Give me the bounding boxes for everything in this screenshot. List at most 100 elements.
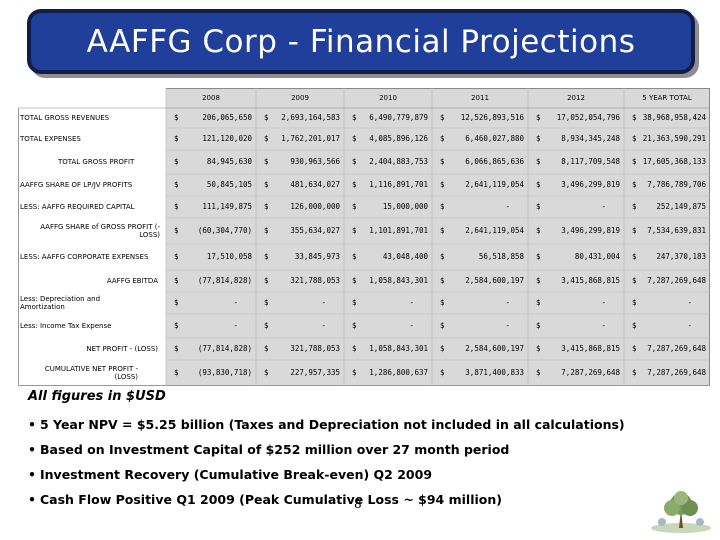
currency-symbol: $ <box>440 180 445 189</box>
table-cell: $ - <box>440 298 524 308</box>
cell-value: - <box>505 321 510 330</box>
cell-value: (93,830,718) <box>197 368 252 377</box>
cell-value: 1,058,843,301 <box>369 276 428 285</box>
currency-symbol: $ <box>264 113 269 122</box>
table-cell: $7,287,269,648 <box>536 368 620 378</box>
currency-symbol: $ <box>536 180 541 189</box>
cell-value: (60,304,770) <box>197 226 252 235</box>
table-cell: $8,934,345,248 <box>536 134 620 144</box>
table-cell: $1,116,891,701 <box>352 180 428 190</box>
cell-value: 17,052,054,796 <box>556 113 620 122</box>
table-cell: $321,788,053 <box>264 344 340 354</box>
cell-value: 111,149,875 <box>202 202 252 211</box>
cell-value: 56,518,858 <box>478 252 524 261</box>
cell-value: 3,496,299,819 <box>561 226 620 235</box>
currency-symbol: $ <box>632 368 637 377</box>
cell-value: 6,460,027,880 <box>465 134 524 143</box>
currency-symbol: $ <box>440 344 445 353</box>
cell-value: 1,101,891,701 <box>369 226 428 235</box>
table-cell: $2,404,883,753 <box>352 157 428 167</box>
financial-projections-table: 2008 2009 2010 2011 2012 5 YEAR TOTAL TOTAL GR… <box>18 88 710 386</box>
cell-value: 206,065,650 <box>202 113 252 122</box>
table-cell: $ - <box>352 321 428 331</box>
cell-value: 2,641,119,054 <box>465 226 524 235</box>
currency-symbol: $ <box>352 157 357 166</box>
table-cell: $1,762,201,017 <box>264 134 340 144</box>
currency-symbol: $ <box>174 113 179 122</box>
currency-symbol: $ <box>352 276 357 285</box>
table-cell: $ - <box>264 321 340 331</box>
row-label: LESS: AAFFG CORPORATE EXPENSES <box>20 253 149 261</box>
table-cell: $3,496,299,819 <box>536 226 620 236</box>
table-cell: $2,641,119,054 <box>440 226 524 236</box>
currency-symbol: $ <box>536 344 541 353</box>
table-cell: $3,871,400,833 <box>440 368 524 378</box>
cell-value: 321,788,053 <box>290 276 340 285</box>
cell-value: - <box>409 298 414 307</box>
currency-symbol: $ <box>174 298 179 307</box>
currency-symbol: $ <box>632 344 637 353</box>
table-value-background <box>166 88 710 386</box>
cell-value: 4,085,896,126 <box>369 134 428 143</box>
table-cell: $3,415,868,815 <box>536 276 620 286</box>
table-cell: $6,490,779,879 <box>352 113 428 123</box>
cell-value: 930,963,566 <box>290 157 340 166</box>
table-cell: $8,117,709,548 <box>536 157 620 167</box>
currency-symbol: $ <box>352 202 357 211</box>
currency-symbol: $ <box>440 252 445 261</box>
table-cell: $ - <box>352 298 428 308</box>
cell-value: 1,762,201,017 <box>281 134 340 143</box>
column-header: 2008 <box>202 94 220 102</box>
currency-symbol: $ <box>440 113 445 122</box>
bullet-dot-icon: • <box>28 467 36 482</box>
currency-symbol: $ <box>440 321 445 330</box>
table-cell: $50,845,105 <box>174 180 252 190</box>
cell-value: - <box>505 298 510 307</box>
table-cell: $4,085,896,126 <box>352 134 428 144</box>
cell-value: 17,605,368,133 <box>642 157 706 166</box>
cell-value: (77,814,828) <box>197 344 252 353</box>
row-label: AAFFG EBITDA <box>106 277 158 285</box>
currency-symbol: $ <box>632 134 637 143</box>
cell-value: - <box>601 321 606 330</box>
currency-symbol: $ <box>264 321 269 330</box>
table-cell: $3,415,868,815 <box>536 344 620 354</box>
table-cell: $15,000,000 <box>352 202 428 212</box>
table-cell: $ (60,304,770) <box>174 226 252 236</box>
table-cell: $1,286,800,637 <box>352 368 428 378</box>
currency-symbol: $ <box>536 134 541 143</box>
currency-symbol: $ <box>632 226 637 235</box>
currency-symbol: $ <box>440 226 445 235</box>
currency-symbol: $ <box>440 368 445 377</box>
column-header: 2009 <box>291 94 309 102</box>
currency-symbol: $ <box>632 180 637 189</box>
table-cell: $ - <box>440 321 524 331</box>
table-cell: $2,584,600,197 <box>440 276 524 286</box>
table-cell: $12,526,893,516 <box>440 113 524 123</box>
row-label: LESS: AAFFG REQUIRED CAPITAL <box>20 203 135 211</box>
table-cell: $930,963,566 <box>264 157 340 167</box>
table-border <box>18 88 710 386</box>
table-cell: $252,149,875 <box>632 202 706 212</box>
currency-symbol: $ <box>632 202 637 211</box>
table-cell: $355,634,027 <box>264 226 340 236</box>
bullet-investment: • Based on Investment Capital of $252 mil… <box>28 442 509 457</box>
table-cell: $126,000,000 <box>264 202 340 212</box>
cell-value: 121,120,020 <box>202 134 252 143</box>
cell-value: 481,634,027 <box>290 180 340 189</box>
table-cell: $7,287,269,648 <box>632 276 706 286</box>
slide-title: AAFFG Corp - Financial Projections <box>86 23 636 60</box>
currency-symbol: $ <box>440 276 445 285</box>
currency-symbol: $ <box>536 298 541 307</box>
currency-symbol: $ <box>352 226 357 235</box>
currency-symbol: $ <box>264 180 269 189</box>
currency-symbol: $ <box>536 157 541 166</box>
currency-symbol: $ <box>536 276 541 285</box>
cell-value: 3,496,299,819 <box>561 180 620 189</box>
bullet-text: Based on Investment Capital of $252 mill… <box>40 442 510 457</box>
currency-symbol: $ <box>174 276 179 285</box>
table-cell: $ (77,814,828) <box>174 276 252 286</box>
cell-value: 7,287,269,648 <box>561 368 620 377</box>
table-cell: $121,120,020 <box>174 134 252 144</box>
table-cell: $7,287,269,648 <box>632 344 706 354</box>
